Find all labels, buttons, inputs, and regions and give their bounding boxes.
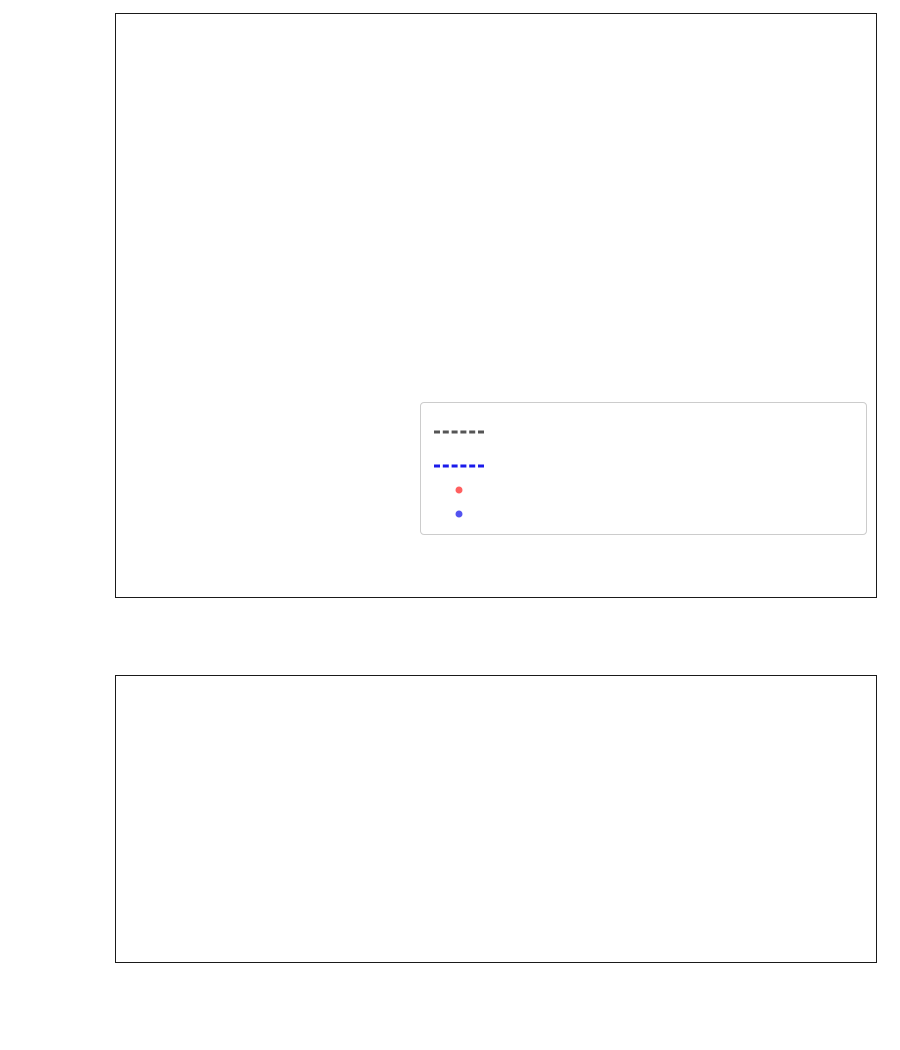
legend-handle-platepar xyxy=(430,422,488,442)
legend-item-platepar xyxy=(430,410,857,454)
blue-dot-icon xyxy=(455,510,463,518)
legend xyxy=(420,402,867,536)
legend-handle-corrected xyxy=(430,504,488,524)
fit-residuals-plot xyxy=(115,675,877,963)
legend-item-fit xyxy=(430,454,857,478)
dashed-line-icon xyxy=(434,464,484,468)
legend-item-raw xyxy=(430,478,857,502)
legend-item-corrected xyxy=(430,502,857,526)
red-dot-icon xyxy=(455,486,463,494)
dashed-line-icon xyxy=(434,430,484,434)
legend-handle-raw xyxy=(430,480,488,500)
legend-handle-fit xyxy=(430,456,488,476)
